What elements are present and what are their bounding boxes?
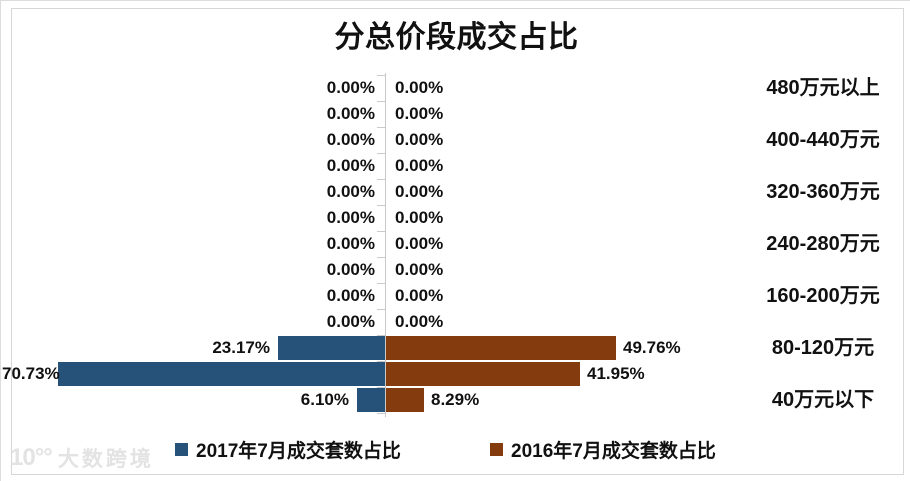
watermark-logo: 10°° [10,444,53,471]
category-label: 160-200万元 [766,285,880,307]
value-label-2016: 0.00% [395,312,444,331]
value-label-2017: 0.00% [326,208,375,227]
axis-tick [377,75,385,76]
category-label: 240-280万元 [766,233,880,255]
value-label-2017: 0.00% [326,260,375,279]
category-label: 480万元以上 [766,77,880,99]
axis-tick [377,335,385,336]
value-label-2017: 0.00% [326,156,375,175]
value-label-2017: 0.00% [326,182,375,201]
value-label-2017: 70.73% [2,364,60,383]
value-label-2016: 0.00% [395,260,444,279]
bar-2016 [386,362,580,386]
legend-label-2016: 2016年7月成交套数占比 [511,440,716,462]
value-label-2016: 0.00% [395,104,444,123]
value-label-2017: 0.00% [326,234,375,253]
value-label-2017: 6.10% [300,390,349,409]
value-label-2016: 0.00% [395,78,444,97]
bar-2017 [278,336,385,360]
axis-tick [377,283,385,284]
value-label-2016: 49.76% [623,338,681,357]
legend-swatch-2017 [175,442,188,456]
bar-2017 [58,362,385,386]
value-label-2016: 0.00% [395,208,444,227]
axis-tick [377,387,385,388]
value-label-2017: 0.00% [326,78,375,97]
legend-label-2017: 2017年7月成交套数占比 [196,440,401,462]
axis-tick [377,205,385,206]
axis-tick [377,361,385,362]
value-label-2017: 0.00% [326,312,375,331]
legend-item-2017: 2017年7月成交套数占比 [175,438,401,462]
watermark-brand: 大数跨境 [57,448,154,471]
category-label: 40万元以下 [771,389,875,411]
axis-tick [377,127,385,128]
legend-item-2016: 2016年7月成交套数占比 [490,438,716,462]
bar-2016 [386,336,616,360]
value-label-2016: 0.00% [395,286,444,305]
category-label: 80-120万元 [771,337,875,359]
category-label: 400-440万元 [766,129,880,151]
category-label: 320-360万元 [766,181,880,203]
value-label-2016: 41.95% [587,364,645,383]
axis-tick [377,179,385,180]
value-label-2016: 0.00% [395,156,444,175]
value-label-2016: 0.00% [395,234,444,253]
axis-tick [377,309,385,310]
value-label-2016: 0.00% [395,130,444,149]
axis-tick [377,257,385,258]
value-label-2017: 23.17% [212,338,270,357]
value-label-2016: 0.00% [395,182,444,201]
bar-2016 [386,388,424,412]
axis-tick [377,153,385,154]
value-label-2017: 0.00% [326,286,375,305]
axis-tick [377,413,385,414]
value-label-2016: 8.29% [431,390,480,409]
watermark: 10°° 大数跨境 [10,443,154,473]
value-label-2017: 0.00% [326,104,375,123]
chart-frame [11,8,904,475]
legend-swatch-2016 [490,442,503,456]
value-label-2017: 0.00% [326,130,375,149]
chart-title: 分总价段成交占比 [334,21,579,54]
axis-tick [377,231,385,232]
bar-2017 [357,388,385,412]
category-axis-line [385,73,386,417]
axis-tick [377,101,385,102]
